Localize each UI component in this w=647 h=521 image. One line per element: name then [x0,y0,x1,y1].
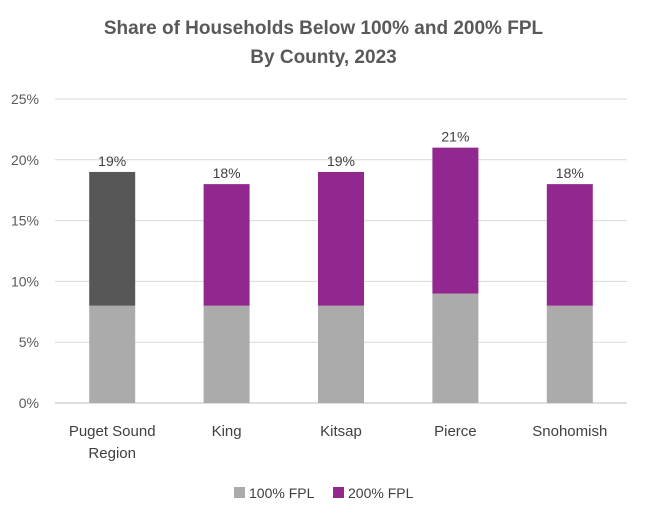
chart-title-line2: By County, 2023 [250,47,397,68]
bar-100-fpl [203,305,250,403]
legend-swatch-200-fpl [333,487,344,498]
y-tick-label: 10% [11,273,39,289]
bar-200-fpl [432,147,479,294]
legend-label-200-fpl: 200% FPL [348,485,414,501]
x-category-label: Snohomish [532,423,607,440]
x-category-label: Pierce [434,423,477,440]
x-category-label: Kitsap [320,423,362,440]
bar-100-fpl [432,293,479,403]
data-label-total: 21% [441,129,469,145]
data-label-total: 18% [213,165,241,181]
bar-200-fpl [318,171,364,306]
x-category-label: Region [88,445,136,462]
y-tick-label: 0% [19,395,39,411]
chart-title-line1: Share of Households Below 100% and 200% … [103,18,544,39]
y-tick-label: 25% [11,91,39,107]
legend-swatch-100-fpl [234,487,245,498]
x-category-label: Puget Sound [69,423,156,440]
bar-200-fpl [89,171,136,306]
data-label-total: 18% [556,165,584,181]
bar-200-fpl [546,184,593,306]
y-tick-label: 15% [11,213,39,229]
chart-title: Share of Households Below 100% and 200% … [0,14,647,72]
y-tick-label: 20% [11,152,39,168]
bar-100-fpl [546,305,593,403]
bar-100-fpl [89,305,136,403]
x-category-label: King [212,423,242,440]
data-label-total: 19% [98,153,126,169]
data-label-total: 19% [327,153,355,169]
bar-200-fpl [203,184,250,306]
legend-label-100-fpl: 100% FPL [249,485,315,501]
y-tick-label: 5% [19,334,39,350]
bar-100-fpl [318,305,364,403]
